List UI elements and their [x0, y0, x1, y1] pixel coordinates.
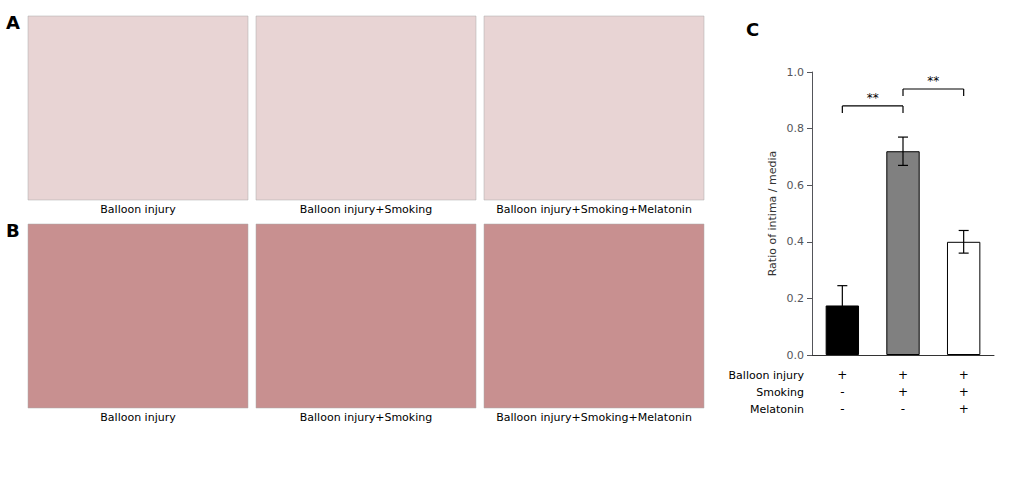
svg-text:Balloon injury+Smoking: Balloon injury+Smoking	[300, 203, 432, 216]
svg-text:Smoking: Smoking	[756, 386, 804, 399]
svg-text:+: +	[959, 385, 969, 399]
svg-text:C: C	[746, 19, 759, 40]
svg-text:0.2: 0.2	[787, 292, 805, 305]
svg-text:+: +	[898, 385, 908, 399]
svg-text:-: -	[840, 402, 844, 416]
svg-text:-: -	[901, 402, 905, 416]
svg-text:+: +	[837, 368, 847, 382]
svg-text:0.0: 0.0	[787, 349, 805, 362]
svg-text:**: **	[867, 91, 879, 105]
svg-text:0.8: 0.8	[787, 122, 805, 135]
svg-text:0.4: 0.4	[787, 235, 805, 248]
svg-text:Ratio of intima / media: Ratio of intima / media	[766, 151, 779, 277]
svg-text:Balloon injury: Balloon injury	[100, 203, 176, 216]
svg-text:0.6: 0.6	[787, 179, 805, 192]
svg-text:-: -	[840, 385, 844, 399]
svg-text:B: B	[6, 220, 20, 241]
svg-text:Balloon injury+Smoking+Melaton: Balloon injury+Smoking+Melatonin	[496, 411, 692, 424]
svg-text:Balloon injury: Balloon injury	[729, 369, 805, 382]
svg-text:A: A	[6, 12, 20, 33]
svg-text:Melatonin: Melatonin	[750, 403, 804, 416]
svg-text:Balloon injury+Smoking+Melaton: Balloon injury+Smoking+Melatonin	[496, 203, 692, 216]
svg-text:1.0: 1.0	[787, 66, 805, 79]
svg-text:Balloon injury+Smoking: Balloon injury+Smoking	[300, 411, 432, 424]
svg-text:Balloon injury: Balloon injury	[100, 411, 176, 424]
svg-text:+: +	[959, 402, 969, 416]
svg-text:**: **	[927, 74, 939, 88]
svg-text:+: +	[898, 368, 908, 382]
svg-text:+: +	[959, 368, 969, 382]
